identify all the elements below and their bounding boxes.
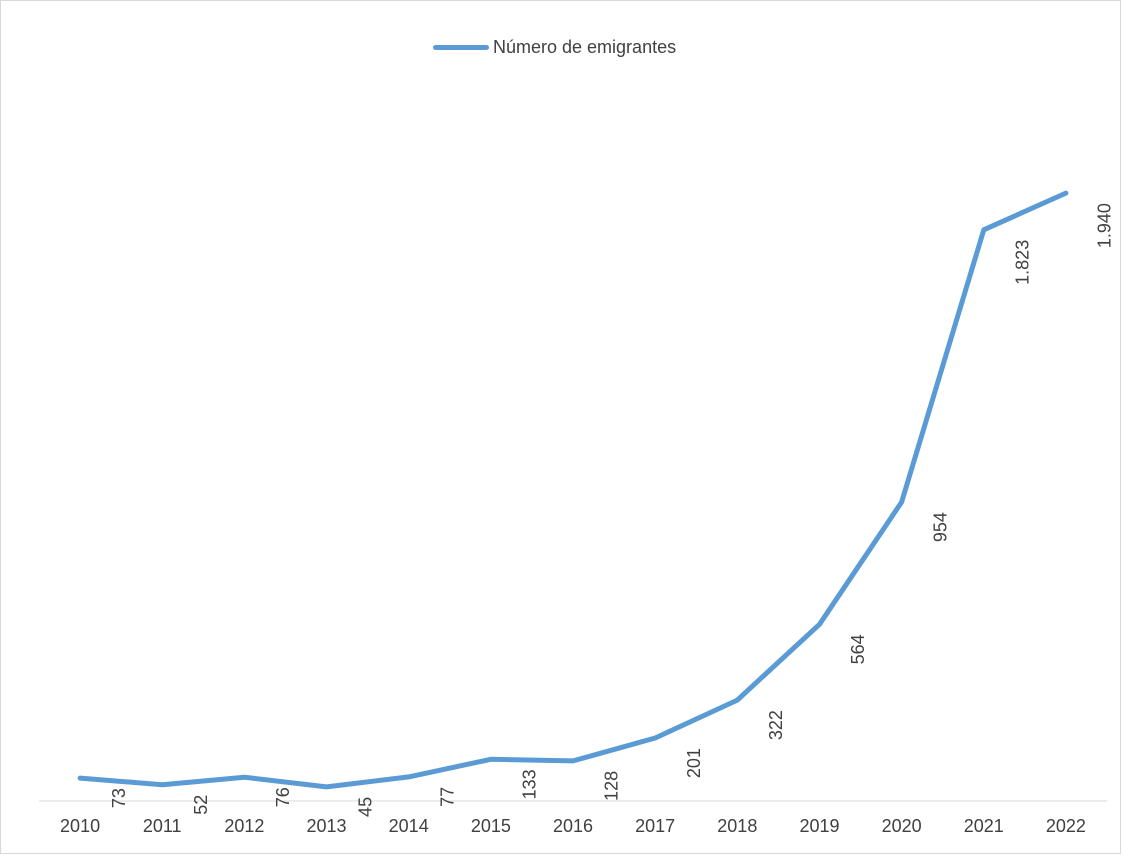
x-tick-label-2019: 2019 [799, 816, 839, 836]
data-label-2017: 201 [684, 748, 704, 778]
legend-swatch [433, 44, 489, 50]
series-line-numero-de-emigrantes [77, 190, 1069, 790]
x-tick-label-2013: 2013 [307, 816, 347, 836]
x-tick-label-2010: 2010 [60, 816, 100, 836]
data-label-2011: 52 [191, 795, 211, 815]
x-tick-label-2016: 2016 [553, 816, 593, 836]
x-tick-label-2017: 2017 [635, 816, 675, 836]
data-label-2019: 564 [848, 634, 868, 664]
legend: Número de emigrantes [433, 35, 676, 59]
data-label-2018: 322 [766, 710, 786, 740]
x-tick-labels: 2010 2011 2012 2013 2014 2015 2016 2017 2018 2019… [60, 816, 1086, 836]
x-tick-label-2021: 2021 [964, 816, 1004, 836]
data-label-2014: 77 [437, 787, 457, 807]
x-tick-label-2015: 2015 [471, 816, 511, 836]
data-label-2020: 954 [930, 512, 950, 542]
data-label-2016: 128 [602, 771, 622, 801]
data-label-2013: 45 [355, 797, 375, 817]
data-label-2022: 1.940 [1095, 203, 1115, 248]
x-tick-label-2020: 2020 [882, 816, 922, 836]
data-label-2021: 1.823 [1013, 240, 1033, 285]
data-label-2015: 133 [520, 769, 540, 799]
data-labels: 73 52 76 45 77 133 128 201 322 564 954 1.823 1.940 [109, 203, 1115, 817]
x-tick-label-2012: 2012 [224, 816, 264, 836]
x-tick-label-2018: 2018 [717, 816, 757, 836]
data-label-2010: 73 [109, 788, 129, 808]
x-tick-label-2014: 2014 [389, 816, 429, 836]
x-tick-label-2011: 2011 [143, 816, 182, 836]
x-tick-label-2022: 2022 [1046, 816, 1086, 836]
legend-label: Número de emigrantes [493, 36, 677, 57]
data-label-2012: 76 [273, 787, 293, 807]
